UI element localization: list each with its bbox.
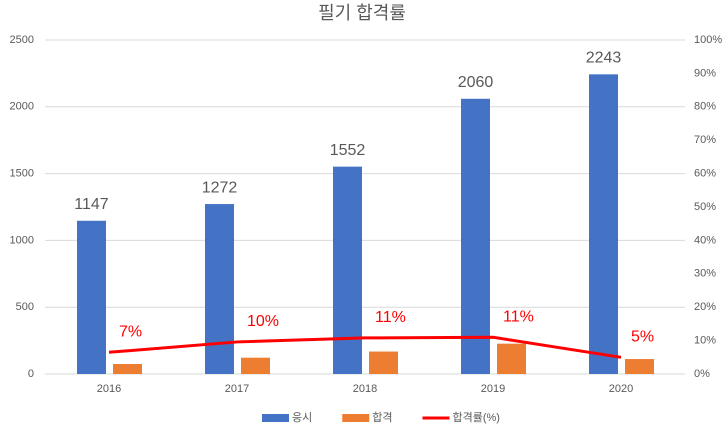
y2-tick-label: 10%	[694, 335, 716, 347]
bar	[77, 220, 106, 374]
bar	[461, 98, 490, 374]
legend-swatch	[342, 414, 370, 422]
rate-label: 5%	[631, 329, 654, 346]
bar-label: 2060	[458, 74, 494, 91]
rate-label: 10%	[247, 313, 279, 330]
rate-line	[108, 335, 622, 359]
bar-label: 2243	[586, 50, 622, 67]
y-tick-label: 0	[28, 368, 34, 380]
legend-label: 응시	[292, 411, 312, 424]
y2-tick-label: 50%	[694, 201, 716, 213]
y-tick-label: 1000	[10, 234, 34, 246]
legend-swatch	[262, 414, 289, 422]
x-tick-label: 2017	[225, 383, 249, 395]
x-tick-label: 2016	[97, 383, 121, 395]
y2-tick-label: 70%	[694, 134, 716, 146]
legend-label: 합격률(%)	[453, 411, 500, 424]
rate-label: 7%	[119, 324, 142, 341]
bar	[369, 351, 398, 374]
rate-label: 11%	[375, 309, 406, 326]
y2-tick-label: 20%	[694, 301, 716, 313]
y2-tick-label: 60%	[694, 168, 716, 180]
y2-tick-label: 80%	[694, 101, 716, 113]
bar	[333, 166, 362, 374]
y-tick-label: 500	[16, 301, 34, 313]
y2-tick-label: 40%	[694, 234, 716, 246]
bar	[241, 357, 270, 374]
y2-tick-label: 30%	[694, 268, 716, 280]
y2-tick-label: 90%	[694, 67, 716, 79]
legend-label: 합격	[372, 411, 392, 424]
y-tick-label: 1500	[10, 168, 34, 180]
bar	[497, 343, 526, 374]
bar-label: 1552	[330, 142, 366, 159]
bar	[113, 363, 142, 374]
bar	[589, 74, 618, 374]
rate-label: 11%	[503, 308, 534, 325]
y2-tick-label: 100%	[694, 34, 722, 46]
chart-title: 필기 합격률	[318, 3, 406, 23]
bar-label: 1272	[202, 179, 238, 196]
x-tick-label: 2020	[609, 383, 633, 395]
y-tick-label: 2000	[10, 101, 34, 113]
x-tick-label: 2019	[481, 383, 505, 395]
bar-label: 1147	[74, 196, 109, 213]
y2-tick-label: 0%	[694, 368, 710, 380]
y-tick-label: 2500	[10, 34, 34, 46]
x-tick-label: 2018	[353, 383, 377, 395]
bar	[625, 359, 654, 374]
bar	[205, 204, 234, 374]
